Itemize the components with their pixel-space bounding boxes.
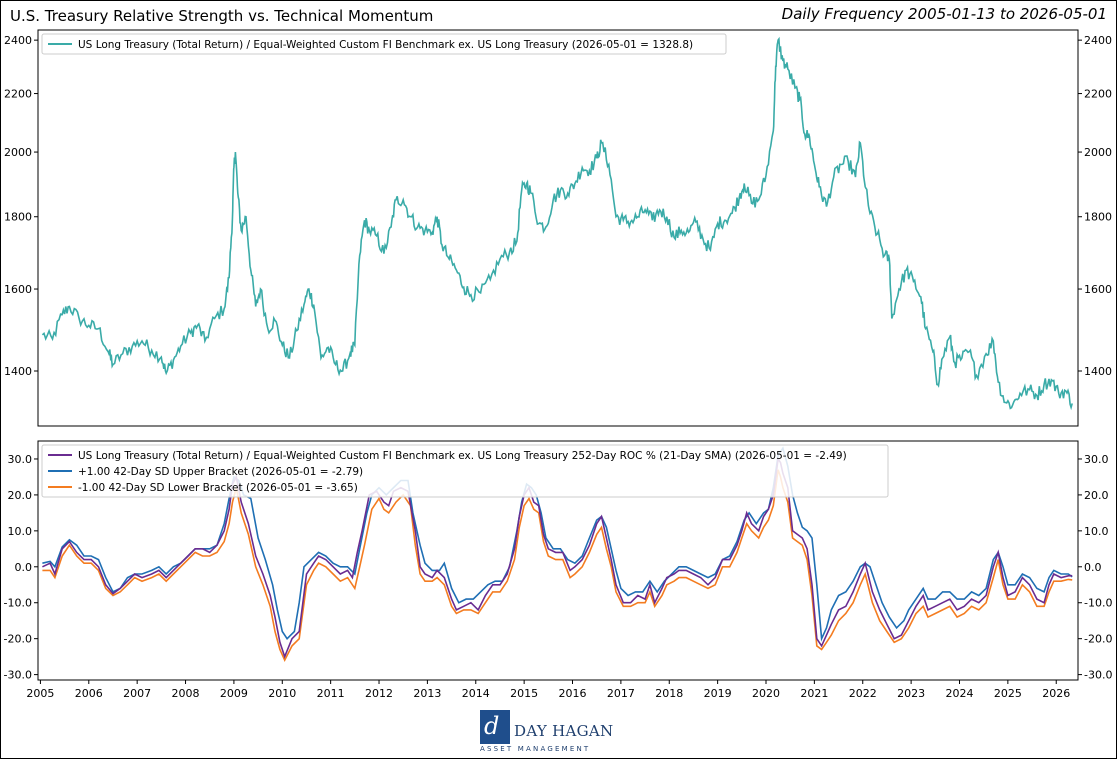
x-tick-label: 2012 [365,687,393,700]
ratio-tick-label-left: 2200 [4,88,32,101]
momentum-tick-label-left: 30.0 [8,453,33,466]
x-tick-label: 2018 [655,687,683,700]
x-axis-ticks: 2005 2006 2007 2008 2009 2010 2011 2012 2013 2014… [26,680,1070,700]
ratio-tick-label-right: 1800 [1084,211,1112,224]
ratio-y-ticks: 1400 1400 1600 1600 1800 1800 2000 2000 2200 2200… [4,34,1112,378]
ratio-legend-box [41,33,727,55]
logo-subtitle: ASSET MANAGEMENT [480,745,591,753]
x-tick-label: 2024 [945,687,973,700]
date-range: Daily Frequency 2005-01-13 to 2026-05-01 [781,5,1107,23]
x-tick-label: 2013 [413,687,441,700]
ratio-legend: US Long Treasury (Total Return) / Equal-… [41,33,727,55]
momentum-panel-border [37,440,1079,681]
ratio-tick-label-right: 2400 [1084,34,1112,47]
x-tick-label: 2007 [123,687,151,700]
x-tick-label: 2014 [462,687,490,700]
day-hagan-logo: d DAY HAGAN ASSET MANAGEMENT [480,710,614,754]
ratio-tick-label-left: 1600 [4,283,32,296]
x-tick-label: 2011 [317,687,345,700]
x-tick-label: 2026 [1042,687,1070,700]
ratio-tick-label-left: 2400 [4,34,32,47]
ratio-series-line [41,36,1073,411]
logo-mark-icon: d [480,710,510,744]
x-tick-label: 2016 [559,687,587,700]
ratio-tick-label-left: 1400 [4,365,32,378]
momentum-tick-label-right: 10.0 [1084,525,1109,538]
momentum-tick-label-left: -30.0 [4,669,32,682]
ratio-tick-label-right: 2200 [1084,88,1112,101]
logo-name: DAY HAGAN [514,722,614,740]
x-tick-label: 2009 [220,687,248,700]
lower-bracket-line [42,469,1073,663]
momentum-tick-label-right: -20.0 [1084,633,1112,646]
momentum-tick-label-left: 20.0 [8,489,33,502]
momentum-tick-label-left: -10.0 [4,597,32,610]
momentum-tick-label-left: -20.0 [4,633,32,646]
ratio-tick-label-right: 2000 [1084,146,1112,159]
ratio-tick-label-left: 2000 [4,146,32,159]
ratio-tick-label-right: 1400 [1084,365,1112,378]
chart-title: U.S. Treasury Relative Strength vs. Tech… [10,7,434,25]
x-tick-label: 2008 [172,687,200,700]
roc-legend-label: US Long Treasury (Total Return) / Equal-… [78,450,847,462]
upper-legend-label: +1.00 42-Day SD Upper Bracket (2026-05-0… [78,466,363,478]
x-tick-label: 2017 [607,687,635,700]
ratio-tick-label-left: 1800 [4,211,32,224]
ratio-tick-label-right: 1600 [1084,283,1112,296]
ratio-panel-border [37,29,1079,427]
x-tick-label: 2015 [510,687,538,700]
momentum-tick-label-left: 0.0 [15,561,33,574]
lower-legend-label: -1.00 42-Day SD Lower Bracket (2026-05-0… [78,482,358,494]
momentum-tick-label-right: 30.0 [1084,453,1109,466]
x-tick-label: 2020 [752,687,780,700]
momentum-tick-label-right: 0.0 [1084,561,1102,574]
x-tick-label: 2025 [994,687,1022,700]
momentum-tick-label-right: 20.0 [1084,489,1109,502]
momentum-legend: US Long Treasury (Total Return) / Equal-… [41,444,889,498]
momentum-tick-label-right: -10.0 [1084,597,1112,610]
x-tick-label: 2005 [26,687,54,700]
momentum-legend-box [41,444,889,498]
momentum-tick-label-left: 10.0 [8,525,33,538]
momentum-y-ticks: -30.0 -30.0 -20.0 -20.0 -10.0 -10.0 0.0 0.0 10.0… [4,453,1113,682]
x-tick-label: 2010 [268,687,296,700]
x-tick-label: 2006 [75,687,103,700]
ratio-panel: 1400 1400 1600 1600 1800 1800 2000 2000 2200 2200… [4,29,1112,427]
ratio-legend-label: US Long Treasury (Total Return) / Equal-… [78,39,693,51]
x-tick-label: 2022 [849,687,877,700]
momentum-tick-label-right: -30.0 [1084,669,1112,682]
x-tick-label: 2023 [897,687,925,700]
x-tick-label: 2021 [800,687,828,700]
momentum-panel: -30.0 -30.0 -20.0 -20.0 -10.0 -10.0 0.0 0.0 10.0… [4,440,1113,700]
x-tick-label: 2019 [704,687,732,700]
